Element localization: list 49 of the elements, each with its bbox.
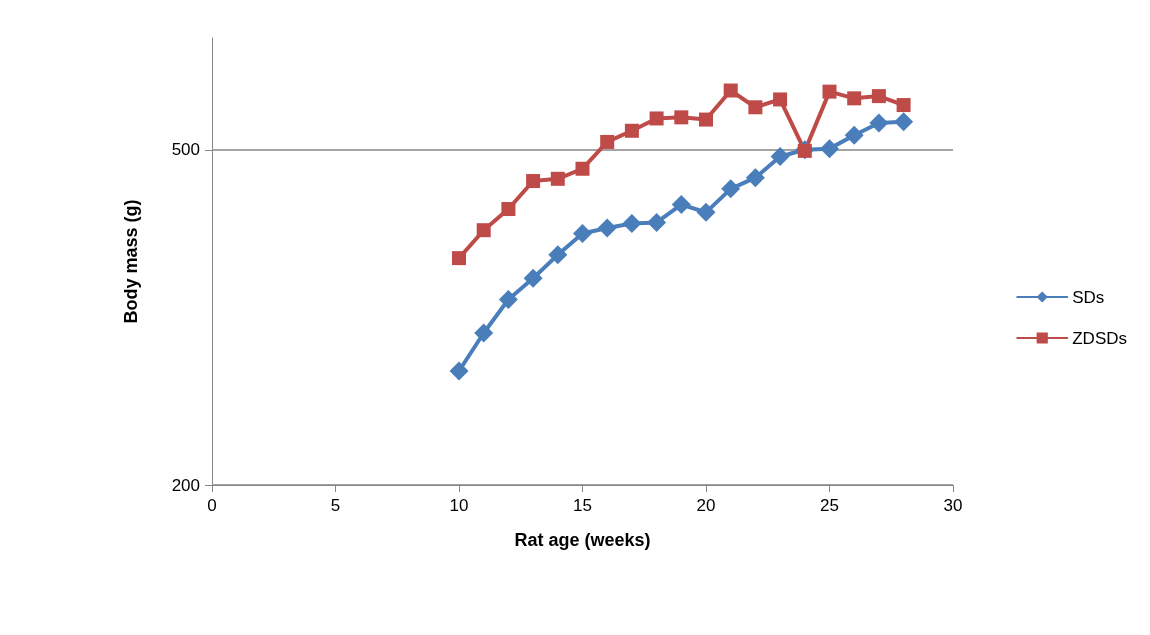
point [871,89,886,104]
point [600,134,615,149]
point [671,195,691,215]
point [449,361,469,381]
point [498,289,518,309]
point [869,113,889,133]
y-axis-title: Body mass (g) [121,199,141,324]
point [548,245,568,265]
point [745,168,765,188]
point [748,100,763,115]
point [624,123,639,138]
point [696,202,716,222]
x-tick-label: 20 [696,496,716,515]
point [550,171,565,186]
point [723,83,738,98]
legend-label: SDs [1072,287,1105,307]
point [452,251,466,266]
point [523,268,543,288]
point [721,179,741,199]
point [575,161,590,176]
x-tick-label: 10 [449,496,469,515]
x-tick-label: 0 [207,496,217,515]
point [647,212,667,232]
y-tick-label: 200 [171,475,200,495]
point [501,201,516,216]
x-tick-label: 5 [330,496,341,515]
x-tick-label: 25 [820,496,839,515]
point [844,125,864,145]
point [820,139,839,159]
x-tick-label: 15 [573,496,592,515]
x-tick-label: 30 [943,496,963,515]
point [649,111,664,126]
point [573,224,592,244]
point [699,112,713,127]
point [474,323,494,343]
legend-label: ZDSDs [1072,328,1127,348]
point [822,84,837,99]
x-axis-title: Rat age (weeks) [514,530,651,550]
point [894,112,914,132]
point [770,146,790,166]
y-tick-label: 500 [171,140,200,160]
point [847,91,862,106]
point [773,92,788,107]
point [597,218,617,238]
point [476,223,491,238]
point [622,214,642,234]
point [896,98,911,113]
point [526,174,541,189]
point [674,110,689,125]
